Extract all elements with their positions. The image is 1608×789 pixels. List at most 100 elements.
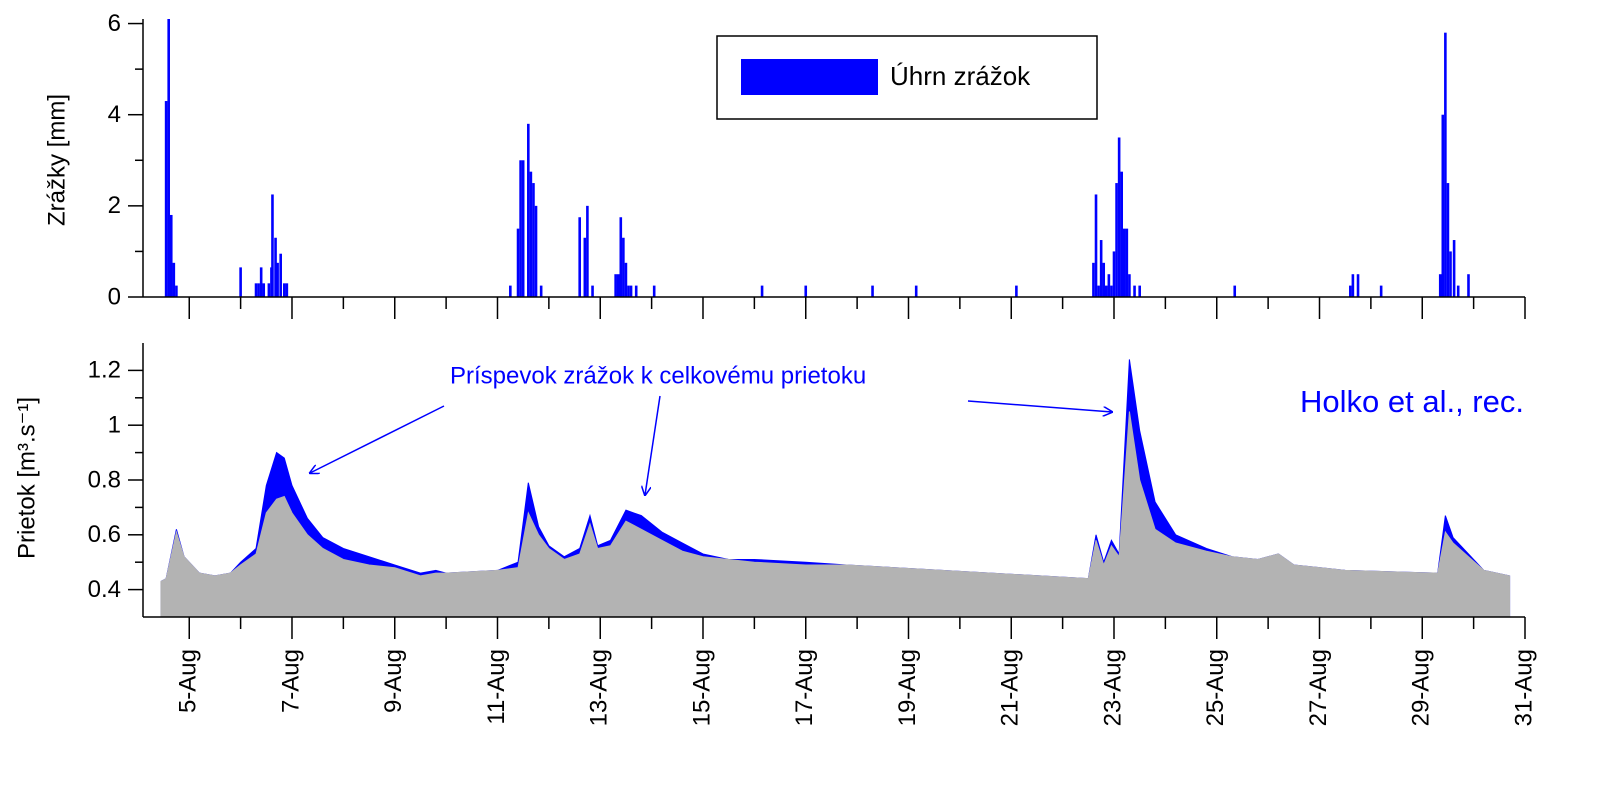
- bar: [262, 283, 266, 297]
- bar: [629, 285, 633, 297]
- bar: [634, 285, 638, 297]
- y-axis-label: Zrážky [mm]: [43, 94, 70, 226]
- bar: [1102, 262, 1106, 297]
- bar: [760, 285, 764, 297]
- bar: [914, 285, 918, 297]
- arrow: [645, 395, 661, 495]
- bar: [254, 283, 258, 297]
- bar: [1133, 285, 1136, 297]
- bar: [169, 214, 173, 297]
- bar: [267, 283, 271, 297]
- x-tick-label: 31-Aug: [1510, 649, 1537, 726]
- bar: [1128, 274, 1131, 297]
- x-tick-label: 25-Aug: [1202, 649, 1229, 726]
- bar: [1115, 183, 1118, 297]
- x-tick-label: 21-Aug: [997, 649, 1024, 726]
- y-tick-label: 0: [108, 283, 121, 310]
- bar: [804, 285, 808, 297]
- annotation: Holko et al., rec.: [1300, 384, 1524, 419]
- bar: [175, 285, 178, 297]
- x-tick-label: 9-Aug: [380, 649, 407, 713]
- bar: [1452, 240, 1456, 297]
- x-tick-label: 5-Aug: [175, 649, 202, 713]
- x-tick-label: 11-Aug: [483, 649, 510, 725]
- bar: [285, 283, 289, 297]
- bar: [578, 217, 581, 297]
- bar: [591, 285, 594, 297]
- arrow: [967, 400, 1112, 412]
- area: [160, 411, 1511, 618]
- bar: [1125, 228, 1129, 297]
- bar: [519, 160, 522, 297]
- bar: [534, 205, 538, 297]
- y-tick-label: 1.2: [88, 357, 121, 384]
- bar: [616, 274, 620, 297]
- x-tick-label: 17-Aug: [791, 649, 818, 726]
- bar: [1099, 240, 1103, 297]
- bar: [871, 285, 874, 297]
- bar: [1438, 274, 1442, 297]
- x-tick-label: 7-Aug: [277, 649, 304, 713]
- bar: [652, 285, 656, 297]
- bar: [1094, 194, 1098, 297]
- y-tick-label: 4: [108, 101, 121, 128]
- bar: [619, 217, 623, 297]
- x-tick-label: 27-Aug: [1305, 649, 1332, 726]
- bar: [614, 274, 617, 297]
- arrow: [310, 405, 445, 473]
- bar: [164, 101, 168, 298]
- bar: [509, 285, 512, 297]
- bar: [172, 262, 176, 297]
- bar: [521, 160, 525, 297]
- bar: [583, 237, 587, 297]
- x-tick-label: 23-Aug: [1099, 649, 1126, 726]
- x-tick-label: 29-Aug: [1408, 649, 1435, 726]
- bar: [274, 237, 277, 297]
- y-axis-label: Prietok [m³.s⁻¹]: [13, 397, 40, 559]
- bar: [1112, 251, 1116, 297]
- bar: [279, 253, 282, 297]
- y-tick-label: 0.8: [88, 466, 121, 493]
- x-tick-label: 13-Aug: [586, 649, 613, 726]
- bar: [1349, 285, 1352, 297]
- precipitation-panel: 0 2 4 6: [108, 10, 1526, 319]
- bar: [1122, 228, 1126, 297]
- x-tick-label: 19-Aug: [894, 649, 921, 726]
- bar: [1015, 285, 1018, 297]
- bar: [1467, 274, 1470, 297]
- bar: [1449, 251, 1452, 297]
- bar: [1351, 274, 1355, 297]
- bar: [1379, 285, 1383, 297]
- bar: [1104, 285, 1108, 297]
- bar: [516, 228, 520, 297]
- y-tick-label: 2: [108, 192, 121, 219]
- bar: [259, 267, 263, 297]
- bar: [1110, 285, 1113, 297]
- bar: [532, 183, 535, 297]
- bar: [239, 267, 242, 297]
- y-tick-label: 0.6: [88, 521, 121, 548]
- bar: [624, 262, 628, 297]
- bar: [1107, 274, 1111, 297]
- bar: [1138, 285, 1141, 297]
- bar: [539, 285, 543, 297]
- flow-panel: 0.4 0.6 0.8 1 1.2 5-Aug 7-Aug 9-Aug 11-Aug 13-Aug…: [88, 343, 1537, 726]
- bar: [276, 262, 279, 297]
- bar: [1233, 285, 1237, 297]
- bar: [271, 194, 274, 297]
- bar: [167, 19, 170, 297]
- bar: [1446, 183, 1450, 297]
- bar: [627, 285, 630, 297]
- bar: [527, 123, 530, 297]
- bar: [529, 171, 533, 297]
- x-tick-label: 15-Aug: [688, 649, 715, 726]
- bar: [1441, 114, 1445, 297]
- bar: [1117, 137, 1121, 297]
- bar: [257, 283, 260, 297]
- legend-label: Úhrn zrážok: [890, 61, 1031, 91]
- y-tick-label: 6: [108, 10, 121, 37]
- bar: [1097, 285, 1100, 297]
- bar: [1356, 274, 1360, 297]
